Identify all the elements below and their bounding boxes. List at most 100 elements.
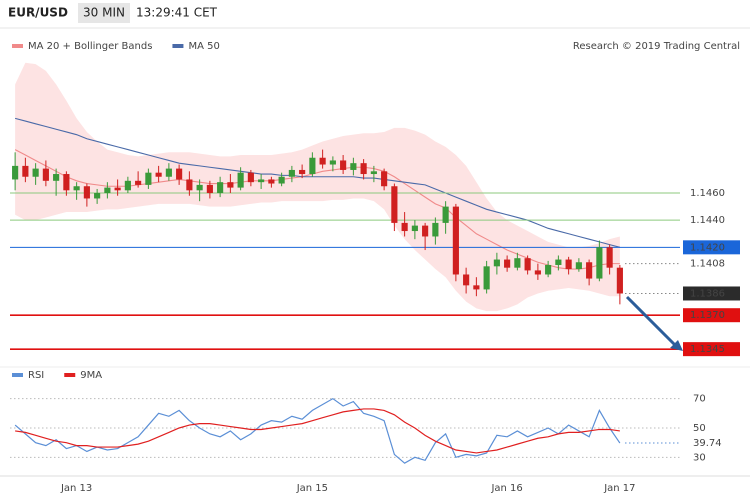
candle-body [340,160,347,170]
candle-body [217,182,224,194]
clock: 13:29:41 CET [136,6,218,20]
candle-body [606,247,613,268]
candle-body [258,179,265,183]
candle-body [104,187,111,194]
candle-body [442,206,449,223]
candle-body [545,264,552,275]
candle-body [196,184,203,191]
legend-swatch [12,44,23,48]
legend-swatch [12,373,23,377]
level-badge [683,342,740,357]
candle-body [145,172,152,185]
candle-body [483,266,490,290]
level-label: 1.1460 [690,188,725,199]
legend-swatch [172,44,184,48]
candle-body [73,186,80,191]
candle-body [452,206,459,275]
candle-body [135,180,142,185]
candle-body [237,172,244,188]
candle-body [586,262,593,279]
candle-body [391,186,398,223]
level-badge [683,308,740,323]
candle-body [411,225,418,232]
level-label: 1.1370 [690,310,725,321]
candle-body [524,258,531,271]
candle-body [493,259,500,267]
x-tick-label: Jan 15 [296,483,328,494]
candle-body [463,274,470,286]
candle-body [32,168,39,177]
candle-body [186,179,193,191]
candle-body [94,193,101,199]
candle-body [360,163,367,175]
indicator-line [15,408,620,454]
candle-body [227,182,234,188]
y-tick-label: 30 [693,452,706,463]
candle-body [504,259,511,268]
candle-body [319,157,326,165]
candle-body [83,186,90,199]
legend-label: MA 20 + Bollinger Bands [28,41,152,52]
level-badge [683,240,740,255]
ma-line [14,149,620,270]
candle-body [278,176,285,184]
candle-body [63,174,70,191]
candle-body [206,184,213,194]
candle-body [22,165,29,177]
candle-body [176,168,183,180]
level-label: 1.1440 [690,215,725,226]
candle-body [555,259,562,265]
x-tick-label: Jan 17 [603,483,635,494]
level-label: 1.1345 [690,344,725,355]
candle-body [514,258,521,268]
candle-body [299,169,306,175]
candle-body [596,247,603,279]
y-tick-label: 50 [693,423,706,434]
value-label: 39.74 [693,438,722,449]
candle-body [12,165,19,180]
candle-body [114,187,121,191]
candle-body [165,168,172,177]
level-label: 1.1420 [690,242,725,253]
interval[interactable]: 30 MIN [83,6,125,20]
legend-label: MA 50 [188,41,219,52]
legend-label: RSI [28,370,44,381]
y-tick-label: 70 [693,394,706,405]
bollinger-band [15,62,620,312]
candle-body [370,171,377,175]
candle-body [247,172,254,183]
forecast-arrow [625,295,678,348]
value-badge [683,286,740,301]
x-tick-label: Jan 16 [490,483,522,494]
candle-body [422,225,429,237]
value-label: 1.1408 [690,259,725,270]
candle-body [268,179,275,184]
legend-swatch [64,373,76,377]
candle-body [565,259,572,270]
candle-body [575,262,582,270]
candle-body [329,160,336,165]
candle-body [53,174,60,181]
source: Research © 2019 Trading Central [573,41,740,52]
candle-body [534,270,541,275]
candle-body [309,157,316,175]
candle-body [155,172,162,177]
candle-body [350,163,357,170]
candle-body [381,171,388,187]
candle-body [473,285,480,290]
interval-box[interactable] [78,3,130,23]
forecast-arrowhead [670,340,683,351]
candle-body [288,169,295,177]
x-tick-label: Jan 13 [60,483,92,494]
value-label: 1.1386 [690,288,725,299]
symbol: EUR/USD [8,6,68,20]
ma-line [14,117,621,248]
candle-body [124,180,131,191]
candle-body [432,222,439,237]
legend-label: 9MA [80,370,102,381]
candle-body [401,222,408,232]
candle-body [616,267,623,294]
indicator-line [14,397,621,464]
